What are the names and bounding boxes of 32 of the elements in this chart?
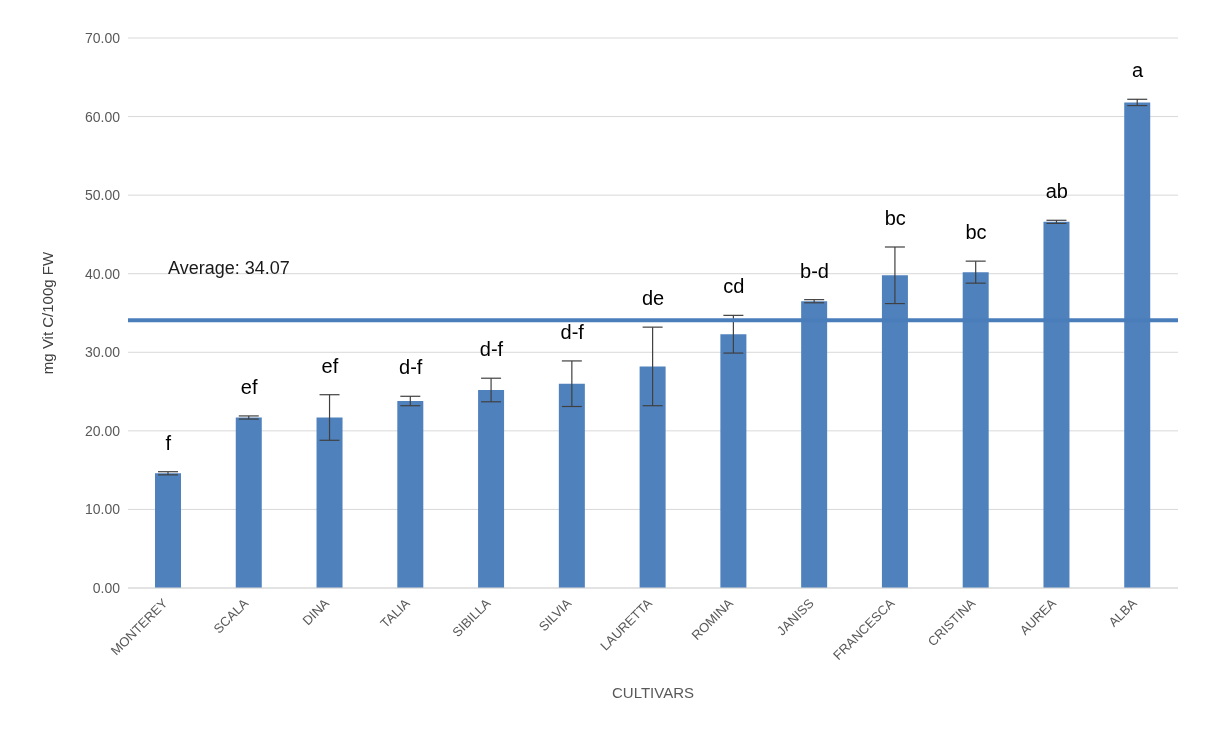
annotation: ef: [321, 354, 339, 377]
annotation: cd: [723, 275, 745, 298]
bar: [397, 401, 424, 588]
y-tick-label: 0.00: [92, 579, 121, 596]
annotation: b-d: [800, 259, 829, 282]
bar: [155, 473, 181, 588]
annotation: d-f: [399, 356, 423, 379]
annotation: a: [1132, 59, 1145, 82]
ref-line-label: Average: 34.07: [168, 258, 290, 279]
y-tick-label: 10.00: [84, 501, 121, 518]
y-tick-label: 60.00: [84, 108, 121, 125]
y-tick-label: 30.00: [84, 344, 121, 361]
y-axis-title: mg Vit C/100g FW: [39, 251, 57, 375]
bar: [316, 417, 343, 588]
y-tick-label: 40.00: [84, 265, 121, 282]
annotation: bc: [884, 207, 906, 229]
annotation: f: [165, 431, 172, 454]
y-tick-label: 50.00: [84, 187, 121, 204]
annotation: ab: [1045, 180, 1068, 203]
x-axis-title: CULTIVARS: [612, 684, 694, 701]
annotation: bc: [965, 221, 987, 244]
bar: [720, 334, 747, 588]
bar: [558, 383, 585, 588]
annotation: d-f: [479, 338, 504, 361]
y-tick-label: 20.00: [84, 422, 121, 439]
y-tick-label: 70.00: [84, 29, 121, 46]
bar: [478, 390, 505, 588]
annotation: d-f: [560, 320, 585, 343]
annotation: ef: [240, 375, 258, 398]
bar: [235, 417, 262, 588]
bar: [639, 366, 666, 588]
annotation: de: [641, 287, 665, 310]
